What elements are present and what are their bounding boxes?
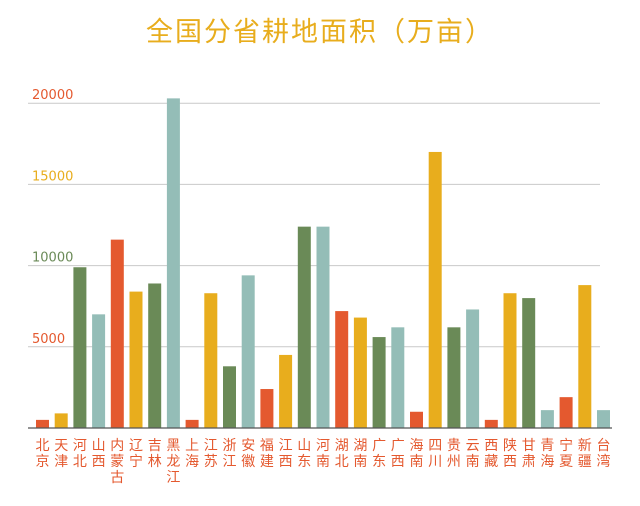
x-tick-label: 山东: [297, 438, 311, 470]
bar: [540, 410, 554, 428]
bar: [578, 285, 592, 428]
bar: [410, 411, 423, 428]
bar: [92, 314, 106, 428]
bar: [297, 226, 311, 428]
x-tick-label: 新疆: [578, 438, 592, 470]
x-tick-label: 青海: [540, 438, 554, 470]
x-tick-label: 河南: [316, 438, 330, 470]
bar: [73, 267, 87, 428]
bar: [260, 389, 274, 428]
x-tick-label: 上海: [185, 438, 199, 470]
bar: [428, 151, 442, 428]
bar: [36, 419, 49, 428]
x-tick-label: 广西: [391, 438, 405, 470]
y-tick-label: 5000: [32, 332, 65, 347]
y-tick-label: 10000: [32, 251, 73, 266]
x-tick-label: 湖南: [353, 438, 367, 470]
x-tick-label: 台湾: [597, 438, 611, 470]
bar: [559, 397, 573, 428]
x-tick-label: 湖北: [335, 438, 349, 470]
bar: [391, 327, 405, 428]
x-tick-label: 甘肃: [522, 438, 536, 470]
bar: [185, 419, 199, 428]
x-tick-label: 黑龙江: [166, 438, 180, 486]
bar: [110, 239, 124, 428]
bar: [372, 337, 386, 428]
x-tick-label: 江西: [279, 438, 293, 470]
bar: [129, 291, 143, 428]
bar: [522, 298, 536, 428]
x-tick-label: 贵州: [447, 438, 461, 470]
bar: [597, 410, 610, 428]
x-tick-label: 山西: [92, 438, 106, 470]
x-tick-label: 河北: [73, 438, 87, 470]
x-tick-label: 吉林: [148, 438, 162, 470]
bar: [447, 327, 461, 428]
x-tick-label: 四川: [428, 438, 442, 470]
chart-title: 全国分省耕地面积（万亩）: [146, 17, 494, 48]
y-tick-label: 20000: [32, 88, 73, 103]
x-tick-label: 北京: [36, 438, 50, 470]
x-tick-label: 安徽: [241, 438, 255, 470]
x-tick-label: 辽宁: [129, 438, 143, 470]
bar: [241, 275, 255, 428]
bar: [204, 293, 218, 428]
bar: [484, 419, 498, 428]
y-tick-label: 15000: [32, 169, 73, 184]
bar: [148, 283, 162, 428]
bar: [166, 98, 180, 428]
x-tick-label: 广东: [372, 438, 386, 470]
x-tick-label: 海南: [410, 438, 424, 470]
x-tick-label: 陕西: [503, 438, 517, 470]
x-tick-label: 江苏: [204, 438, 218, 470]
bar: [223, 366, 236, 428]
bar: [466, 309, 480, 428]
x-tick-label: 内蒙古: [110, 438, 124, 486]
x-tick-label: 云南: [466, 438, 480, 470]
bar: [335, 311, 349, 428]
bar: [279, 354, 293, 428]
x-tick-label: 天津: [54, 438, 68, 470]
bar: [353, 317, 367, 428]
x-tick-label: 福建: [260, 438, 274, 470]
x-tick-label: 西藏: [484, 438, 498, 470]
x-tick-label: 浙江: [223, 438, 237, 470]
bar: [316, 226, 330, 428]
bar: [54, 413, 68, 428]
bar: [503, 293, 517, 428]
x-tick-label: 宁夏: [559, 437, 573, 470]
